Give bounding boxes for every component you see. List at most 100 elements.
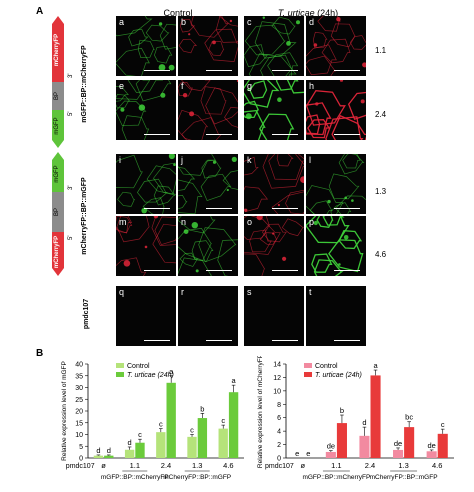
cell-outline-pattern — [306, 216, 364, 276]
group-label-1: mGFP::BP::mCherryFP — [101, 474, 169, 481]
construct-2-top-label: mGFP — [54, 165, 60, 182]
tile-letter: p — [309, 217, 315, 227]
y-tick-label: 2 — [277, 442, 281, 449]
construct-3-name: pmdc107 — [83, 299, 90, 329]
construct-1-mid-label: BP — [54, 92, 60, 100]
tile-letter: i — [119, 155, 121, 165]
bar-control — [426, 451, 437, 458]
significance-letter: c — [190, 426, 194, 435]
x-tick-label: 1.1 — [331, 461, 341, 470]
y-tick-label: 5 — [79, 444, 83, 451]
tile-letter: s — [247, 287, 252, 297]
cell-outline-pattern — [306, 80, 366, 140]
bar-treated — [135, 442, 145, 458]
scale-bar — [144, 270, 170, 271]
legend-label: T. urticae (24h) — [315, 372, 362, 379]
row-line-label-4: 4.6 — [375, 250, 387, 259]
y-tick-label: 8 — [277, 402, 281, 409]
scale-bar — [206, 340, 232, 341]
cell-outline-pattern — [306, 154, 366, 214]
significance-letter: a — [169, 367, 174, 376]
time-label: (24h) — [317, 8, 339, 18]
construct-diagram-3: pmdc107 — [78, 286, 98, 342]
significance-letter: d — [96, 446, 100, 455]
y-axis-label: Relative expression level of mGFP — [61, 361, 68, 461]
significance-letter: d — [107, 446, 111, 455]
cell-outline-pattern — [178, 216, 238, 276]
construct-1-bottom-label: mGFP — [54, 117, 60, 134]
significance-letter: c — [441, 420, 445, 429]
scale-bar — [272, 270, 298, 271]
cell-outline-pattern — [178, 16, 238, 62]
y-tick-label: 35 — [75, 373, 83, 380]
cell-outline-pattern — [116, 16, 176, 76]
construct-diagram-2: mGFP BP mCherryFP 3' 5' mCherryFP::BP::m… — [48, 150, 108, 280]
y-tick-label: 10 — [75, 432, 83, 439]
bar-control — [325, 451, 336, 458]
tile-letter: m — [119, 217, 127, 227]
y-tick-label: 40 — [75, 362, 83, 369]
tile-letter: f — [181, 81, 184, 91]
construct-2-3prime: 3' — [68, 186, 74, 190]
mgfp-segment-2 — [52, 152, 64, 192]
scale-bar — [272, 340, 298, 341]
significance-letter: c — [221, 416, 225, 425]
y-tick-label: 14 — [273, 362, 281, 369]
bar-treated — [370, 375, 381, 458]
significance-letter: b — [340, 406, 344, 415]
tile-letter: q — [119, 287, 125, 297]
microscopy-tile-d: d — [306, 16, 366, 76]
microscopy-tile-c: c — [244, 16, 304, 76]
cell-outline-pattern — [116, 154, 176, 214]
tile-letter: g — [247, 81, 253, 91]
microscopy-tile-a: a — [116, 16, 176, 76]
bar-treated — [228, 392, 239, 458]
construct-1-3prime: 3' — [68, 74, 74, 78]
y-axis-label: Relative expression level of mCherryFP — [257, 356, 264, 468]
tile-letter: o — [247, 217, 253, 227]
bar-treated — [166, 382, 176, 458]
significance-letter: c — [159, 420, 163, 429]
y-tick-label: 10 — [273, 388, 281, 395]
x-prefix-label: pmdc107 — [66, 463, 95, 470]
y-tick-label: 12 — [273, 375, 281, 382]
x-tick-label: ø — [301, 461, 306, 470]
construct-1-name: mGFP::BP::mCherryFP — [81, 45, 88, 123]
column-header-control: Control — [163, 8, 193, 18]
microscopy-tile-m: m — [116, 216, 176, 276]
row-line-label-2: 2.4 — [375, 110, 387, 119]
x-tick-label: 1.1 — [130, 461, 140, 470]
bar-treated — [197, 418, 208, 458]
bar-control — [156, 432, 166, 458]
panel-a-letter: A — [36, 6, 44, 17]
construct-1-5prime: 5' — [68, 112, 74, 116]
group-label-2: mCherryFP::BP::mGFP — [370, 474, 438, 481]
scale-bar — [272, 70, 298, 71]
legend-swatch — [116, 372, 124, 377]
cell-outline-pattern — [244, 16, 300, 76]
legend-label: Control — [315, 363, 338, 370]
significance-letter: e — [306, 449, 310, 458]
panel-b-letter: B — [36, 348, 44, 359]
microscopy-tile-f: f — [178, 80, 238, 140]
mcherry-segment-1 — [52, 16, 64, 82]
bp-segment-1 — [52, 82, 64, 110]
bar-control — [187, 436, 197, 458]
microscopy-tile-s: s — [244, 286, 304, 346]
chart-mcherry-expression: 0 2 4 6 8 10 12 14 Relative expression level of … — [257, 356, 454, 481]
scale-bar — [272, 208, 298, 209]
construct-2-mid-label: BP — [54, 208, 60, 216]
cell-outline-pattern — [178, 80, 238, 140]
bar-control — [93, 455, 104, 458]
microscopy-tile-h: h — [306, 80, 366, 140]
construct-1-top-label: mCherryFP — [54, 34, 60, 66]
bar-control — [393, 449, 404, 458]
significance-letter: d — [362, 418, 366, 427]
y-tick-label: 0 — [277, 456, 281, 463]
significance-letter: a — [373, 361, 378, 370]
legend-swatch — [304, 363, 312, 368]
tile-letter: l — [309, 155, 311, 165]
significance-letter: b — [200, 404, 204, 413]
x-tick-label: 1.3 — [398, 461, 408, 470]
tile-letter: r — [181, 287, 184, 297]
